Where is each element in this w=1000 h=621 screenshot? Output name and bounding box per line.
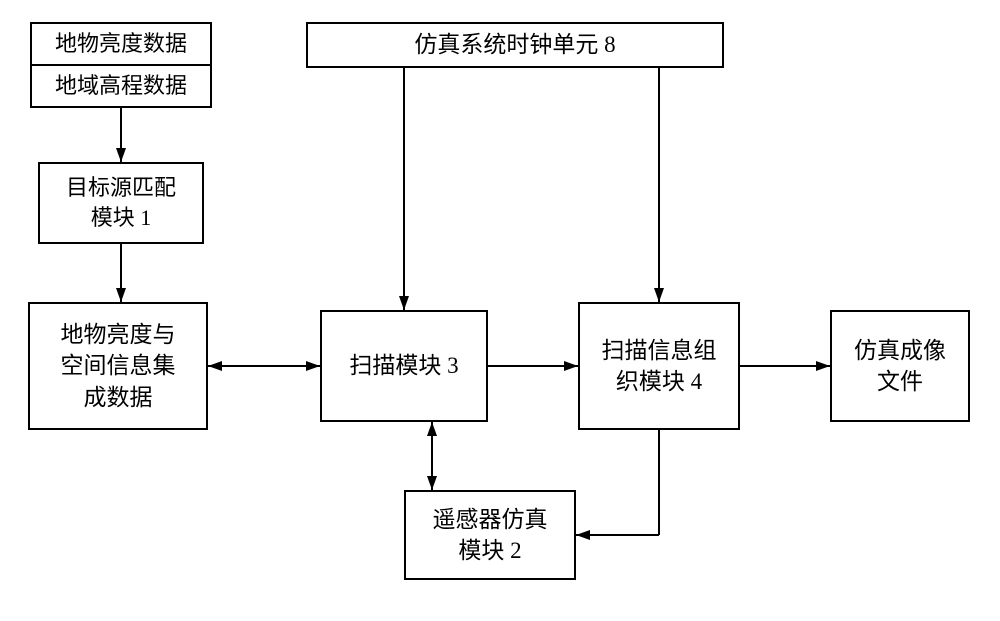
node-label: 地域高程数据 [55,71,187,101]
node-label: 扫描信息组织模块 4 [602,335,717,397]
node-brightness-data: 地物亮度数据 [30,22,212,66]
node-label: 地物亮度与空间信息集成数据 [61,319,176,412]
node-integrated-data: 地物亮度与空间信息集成数据 [28,302,208,430]
node-elevation-data: 地域高程数据 [30,64,212,108]
node-target-source-match: 目标源匹配模块 1 [38,162,204,244]
node-label: 地物亮度数据 [55,29,187,59]
node-output-file: 仿真成像文件 [830,310,970,422]
node-label: 遥感器仿真模块 2 [433,504,548,566]
node-label: 仿真成像文件 [854,335,946,397]
node-clock-unit: 仿真系统时钟单元 8 [306,22,724,68]
node-label: 目标源匹配模块 1 [66,173,176,232]
node-scan-module: 扫描模块 3 [320,310,488,422]
node-scan-info-org: 扫描信息组织模块 4 [578,302,740,430]
node-label: 扫描模块 3 [349,350,458,381]
diagram-canvas: 地物亮度数据 地域高程数据 目标源匹配模块 1 地物亮度与空间信息集成数据 仿真… [0,0,1000,621]
node-label: 仿真系统时钟单元 8 [414,29,615,60]
node-remote-sensor: 遥感器仿真模块 2 [404,490,576,580]
